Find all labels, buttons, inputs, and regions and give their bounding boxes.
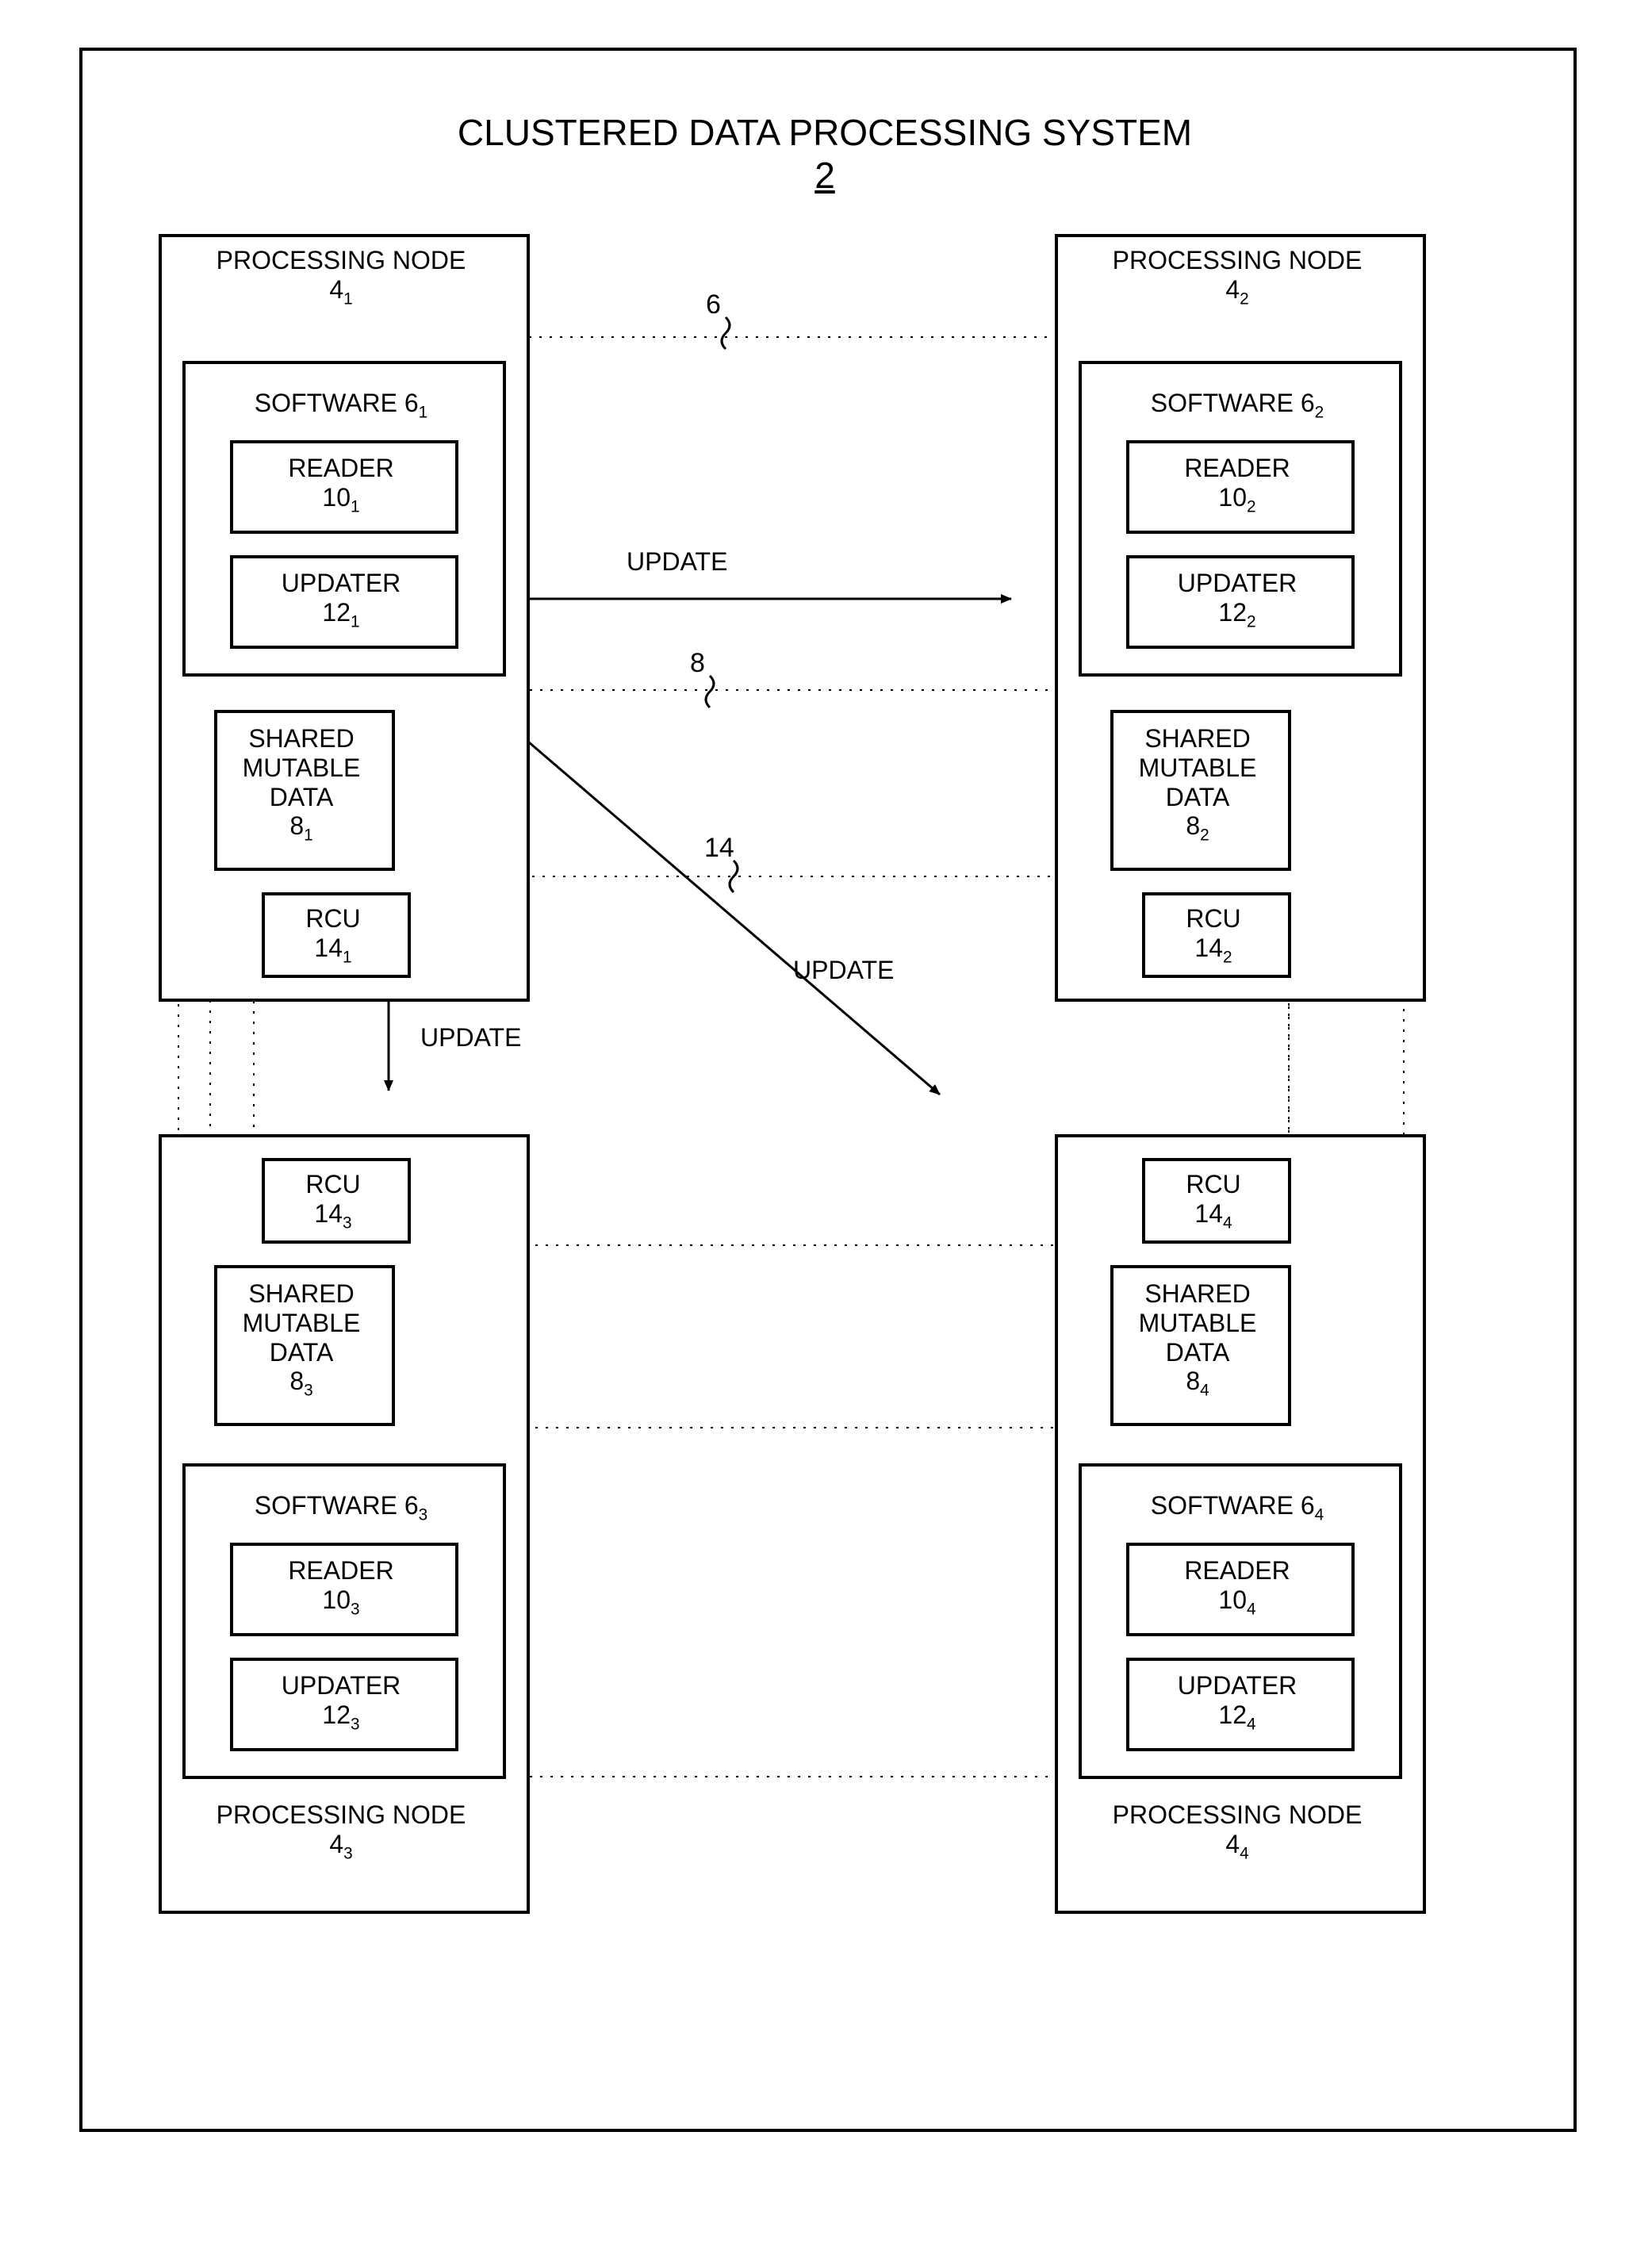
- software-4-label: SOFTWARE 64: [1079, 1491, 1396, 1524]
- updater-2-label: UPDATER 122: [1126, 569, 1348, 631]
- reader-1-label: READER 101: [230, 454, 452, 516]
- rcu3-sub: 143: [314, 1199, 351, 1228]
- title-text: CLUSTERED DATA PROCESSING SYSTEM: [458, 112, 1192, 153]
- node1-text: PROCESSING NODE: [217, 246, 466, 274]
- title-ref: 2: [815, 155, 835, 196]
- node3-sub: 43: [329, 1830, 352, 1858]
- ref-6-text: 6: [706, 289, 721, 320]
- rcu2-text: RCU: [1186, 904, 1240, 933]
- rcu1-sub: 141: [314, 934, 351, 962]
- r1-sub: 101: [322, 483, 359, 512]
- u3-sub: 123: [322, 1700, 359, 1729]
- edge-label-2: UPDATE: [420, 1023, 521, 1052]
- smd3-sub: 83: [289, 1367, 312, 1395]
- r2-sub: 102: [1218, 483, 1255, 512]
- u3-text: UPDATER: [282, 1671, 401, 1700]
- sw4-text: SOFTWARE 6: [1151, 1491, 1315, 1520]
- u4-sub: 124: [1218, 1700, 1255, 1729]
- smd-1-label: SHAREDMUTABLEDATA81: [214, 724, 389, 845]
- u2-sub: 122: [1218, 598, 1255, 627]
- r3-text: READER: [288, 1556, 393, 1585]
- software-3-label: SOFTWARE 63: [182, 1491, 500, 1524]
- ref-14-text: 14: [704, 833, 734, 863]
- rcu2-sub: 142: [1194, 934, 1232, 962]
- rcu3-text: RCU: [305, 1170, 360, 1198]
- rcu-2-label: RCU 142: [1142, 904, 1285, 967]
- edge-label-0: UPDATE: [627, 547, 727, 576]
- software-1-label: SOFTWARE 61: [182, 389, 500, 422]
- processing-node-2-label: PROCESSING NODE 42: [1055, 246, 1420, 309]
- software-2-label: SOFTWARE 62: [1079, 389, 1396, 422]
- sw1-text: SOFTWARE 6: [255, 389, 419, 417]
- processing-node-1-label: PROCESSING NODE 41: [159, 246, 523, 309]
- reader-4-label: READER 104: [1126, 1556, 1348, 1619]
- sw3-text: SOFTWARE 6: [255, 1491, 419, 1520]
- r1-text: READER: [288, 454, 393, 482]
- diagram-title: CLUSTERED DATA PROCESSING SYSTEM 2: [79, 111, 1570, 197]
- processing-node-3-label: PROCESSING NODE 43: [159, 1800, 523, 1863]
- updater-1-label: UPDATER 121: [230, 569, 452, 631]
- updater-3-label: UPDATER 123: [230, 1671, 452, 1734]
- smd2-sub: 82: [1186, 811, 1209, 840]
- edge-label-update-down: UPDATE: [420, 1023, 521, 1052]
- rcu-3-label: RCU 143: [262, 1170, 404, 1233]
- u2-text: UPDATER: [1178, 569, 1297, 597]
- node1-sub: 41: [329, 275, 352, 304]
- r4-text: READER: [1184, 1556, 1290, 1585]
- r4-sub: 104: [1218, 1585, 1255, 1614]
- rcu4-sub: 144: [1194, 1199, 1232, 1228]
- rcu1-text: RCU: [305, 904, 360, 933]
- reader-2-label: READER 102: [1126, 454, 1348, 516]
- u1-text: UPDATER: [282, 569, 401, 597]
- smd-3-label: SHAREDMUTABLEDATA83: [214, 1279, 389, 1401]
- node4-text: PROCESSING NODE: [1113, 1800, 1363, 1829]
- sw2-text: SOFTWARE 6: [1151, 389, 1315, 417]
- reader-3-label: READER 103: [230, 1556, 452, 1619]
- node3-text: PROCESSING NODE: [217, 1800, 466, 1829]
- smd1-sub: 81: [289, 811, 312, 840]
- r2-text: READER: [1184, 454, 1290, 482]
- page: CLUSTERED DATA PROCESSING SYSTEM 2 6 8 1…: [0, 0, 1652, 2243]
- ref-label-14: 14: [704, 833, 734, 864]
- rcu4-text: RCU: [1186, 1170, 1240, 1198]
- edge-label-update-diag: UPDATE: [793, 956, 894, 985]
- u1-sub: 121: [322, 598, 359, 627]
- smd-4-label: SHAREDMUTABLEDATA84: [1110, 1279, 1285, 1401]
- node4-sub: 44: [1225, 1830, 1248, 1858]
- r3-sub: 103: [322, 1585, 359, 1614]
- node2-text: PROCESSING NODE: [1113, 246, 1363, 274]
- rcu-1-label: RCU 141: [262, 904, 404, 967]
- ref-8-text: 8: [690, 648, 705, 678]
- ref-label-6: 6: [706, 289, 721, 320]
- updater-4-label: UPDATER 124: [1126, 1671, 1348, 1734]
- ref-label-8: 8: [690, 648, 705, 679]
- edge-label-update-right: UPDATE: [627, 547, 727, 577]
- node2-sub: 42: [1225, 275, 1248, 304]
- smd-2-label: SHAREDMUTABLEDATA82: [1110, 724, 1285, 845]
- smd4-sub: 84: [1186, 1367, 1209, 1395]
- u4-text: UPDATER: [1178, 1671, 1297, 1700]
- rcu-4-label: RCU 144: [1142, 1170, 1285, 1233]
- edge-label-1: UPDATE: [793, 956, 894, 984]
- processing-node-4-label: PROCESSING NODE 44: [1055, 1800, 1420, 1863]
